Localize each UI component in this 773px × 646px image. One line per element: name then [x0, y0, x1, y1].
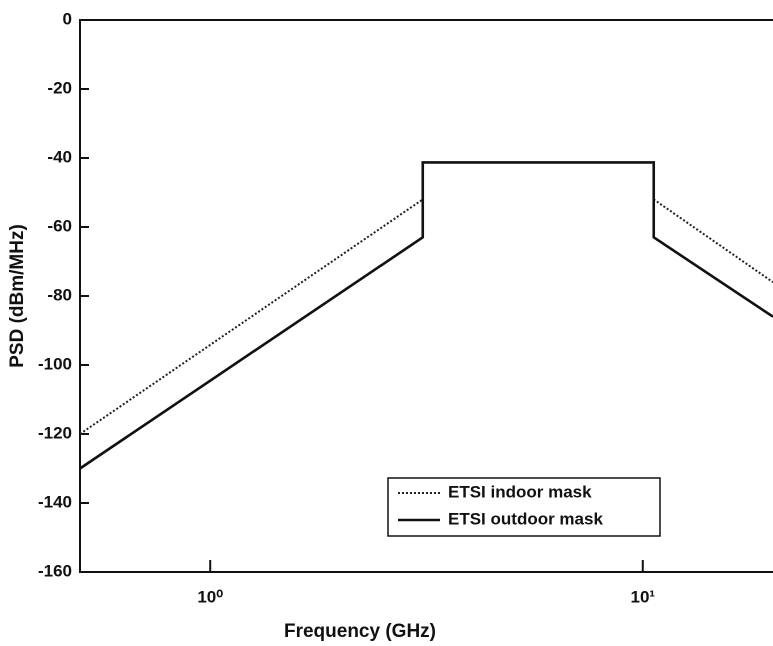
x-tick-label: 10¹ — [630, 587, 655, 606]
y-tick-label: -40 — [47, 147, 72, 166]
y-tick-label: -20 — [47, 78, 72, 97]
line — [79, 161, 773, 435]
legend: ETSI indoor mask ETSI outdoor mask — [387, 477, 661, 537]
y-tick-label: -60 — [47, 216, 72, 235]
y-tick-label: -100 — [38, 354, 72, 373]
x-axis-label: Frequency (GHz) — [284, 621, 436, 642]
y-axis-label: PSD (dBm/MHz) — [7, 224, 28, 368]
y-tick-label: -160 — [38, 561, 72, 580]
y-tick-label: 0 — [63, 9, 72, 28]
legend-box — [387, 477, 661, 537]
legend-label: ETSI indoor mask — [448, 482, 592, 501]
y-tick-label: -140 — [38, 492, 72, 511]
x-tick-label: 10⁰ — [197, 587, 223, 606]
line — [79, 161, 773, 470]
legend-label: ETSI outdoor mask — [448, 509, 603, 528]
y-tick-label: -80 — [47, 285, 72, 304]
y-tick-label: -120 — [38, 423, 72, 442]
